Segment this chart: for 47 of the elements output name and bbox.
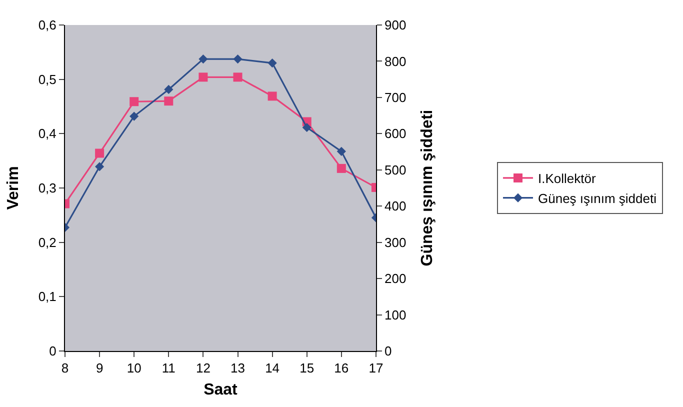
y2-tick-label: 400 bbox=[384, 198, 406, 214]
y2-tick-label: 900 bbox=[384, 18, 406, 33]
y-tick-label: 0,4 bbox=[38, 126, 56, 142]
y-tick-label: 0,3 bbox=[38, 180, 56, 196]
legend-label: Güneş ışınım şiddeti bbox=[538, 190, 657, 206]
y2-tick-label: 0 bbox=[384, 344, 392, 359]
point bbox=[336, 146, 346, 156]
point bbox=[233, 54, 242, 64]
point bbox=[268, 92, 277, 101]
y2-tick-label: 600 bbox=[384, 126, 406, 142]
y2-tick-label: 700 bbox=[384, 90, 406, 105]
point bbox=[233, 72, 242, 82]
point bbox=[130, 97, 139, 106]
x-tick-label: 12 bbox=[196, 360, 210, 376]
y-tick-label: 0,1 bbox=[38, 289, 56, 304]
y2-tick-label: 500 bbox=[384, 162, 406, 178]
point bbox=[198, 72, 208, 82]
y-tick-label: 0,5 bbox=[38, 72, 56, 87]
point bbox=[268, 58, 277, 68]
point bbox=[95, 148, 104, 158]
y2-tick-label: 800 bbox=[384, 54, 406, 69]
point bbox=[198, 54, 208, 64]
point bbox=[164, 96, 174, 106]
point bbox=[336, 164, 346, 173]
y2-axis-title: Güneş ışınım şiddeti bbox=[418, 110, 436, 266]
x-tick-label: 16 bbox=[334, 360, 349, 376]
y2-tick-label: 200 bbox=[384, 271, 406, 286]
y-axis-title: Verim bbox=[5, 166, 22, 210]
legend-label: I.Kollektör bbox=[538, 171, 596, 186]
x-tick-label: 11 bbox=[162, 360, 176, 376]
x-tick-label: 8 bbox=[61, 360, 69, 376]
point bbox=[164, 84, 174, 94]
y-tick-label: 0,6 bbox=[38, 18, 56, 33]
point bbox=[302, 122, 312, 132]
point bbox=[95, 162, 104, 172]
x-tick-label: 15 bbox=[300, 360, 314, 376]
x-axis-title: Saat bbox=[204, 381, 238, 398]
y2-tick-label: 300 bbox=[384, 234, 406, 250]
x-tick-label: 9 bbox=[96, 360, 104, 376]
x-tick-label: 13 bbox=[230, 360, 245, 376]
y-tick-label: 0,2 bbox=[38, 234, 56, 250]
y-tick-label: 0 bbox=[49, 344, 56, 359]
x-tick-label: 10 bbox=[126, 360, 142, 376]
x-tick-label: 17 bbox=[368, 360, 384, 376]
point bbox=[130, 112, 139, 121]
x-tick-label: 14 bbox=[265, 360, 280, 376]
y2-tick-label: 100 bbox=[384, 307, 406, 322]
